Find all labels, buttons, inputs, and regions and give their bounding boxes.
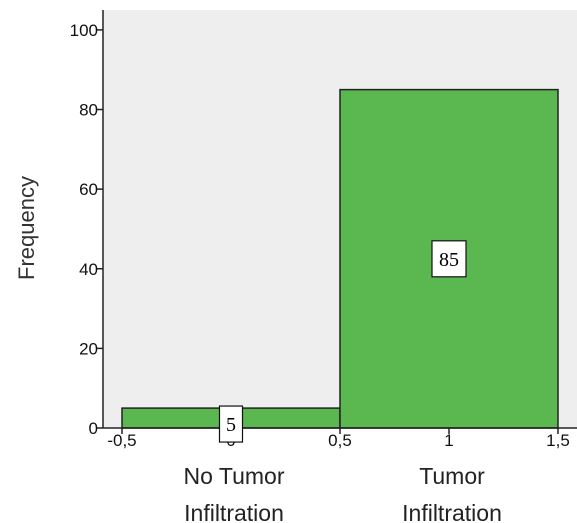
y-tick-label: 0 <box>89 419 98 438</box>
bars-layer <box>121 88 559 429</box>
category-label-0: No Tumor <box>184 463 285 489</box>
y-tick-label: 100 <box>70 21 98 40</box>
x-tick-label: 1 <box>444 431 453 450</box>
y-axis-title: Frequency <box>14 176 39 280</box>
category-label-0: Infiltration <box>184 500 284 523</box>
y-tick-label: 20 <box>79 339 98 358</box>
x-tick-label: -0,5 <box>107 431 136 450</box>
y-tick-label: 80 <box>79 101 98 120</box>
data-label-0: 5 <box>226 414 236 436</box>
category-label-1: Infiltration <box>402 500 502 523</box>
category-label-1: Tumor <box>419 463 485 489</box>
data-label-box-1 <box>431 240 467 278</box>
data-labels-layer: 5 85 <box>218 240 467 443</box>
data-label-box-0 <box>218 405 244 443</box>
x-tick-label: 1,5 <box>546 431 570 450</box>
data-label-1: 85 <box>439 249 459 271</box>
y-tick-label: 60 <box>79 180 98 199</box>
y-tick-label: 40 <box>79 260 98 279</box>
x-tick-label: 0,5 <box>328 431 352 450</box>
